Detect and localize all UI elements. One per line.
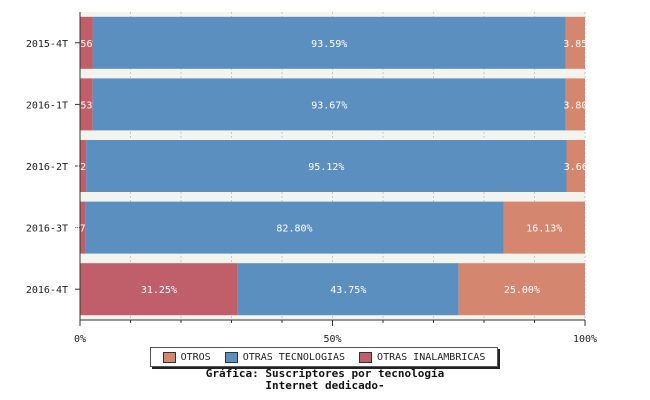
data-label: 3.80 <box>563 100 587 111</box>
data-label: 31.25% <box>141 285 177 296</box>
legend-swatch <box>224 351 238 363</box>
bar-segment <box>458 263 585 316</box>
legend-item: OTROS <box>162 351 211 363</box>
caption-line-1: Gráfica: Suscriptores por tecnología <box>205 367 445 380</box>
bar-segment <box>565 16 585 69</box>
x-tick-label: 50% <box>323 334 341 345</box>
category-label: 2016-3T <box>26 224 68 235</box>
bar-segment <box>566 140 585 192</box>
caption-line-2: Internet dedicado- <box>265 379 385 392</box>
data-label: 22% <box>74 162 92 173</box>
chart-caption: Gráfica: Suscriptores por tecnología Int… <box>0 368 650 392</box>
bar-segment <box>85 201 504 254</box>
legend-label: OTRAS TECNOLOGIAS <box>242 351 346 363</box>
legend-item: OTRAS TECNOLOGIAS <box>224 351 346 363</box>
x-tick-label: 100% <box>573 334 597 345</box>
data-label: .53% <box>74 100 98 111</box>
bar-segment <box>237 263 459 316</box>
data-label: 95.12% <box>308 162 344 173</box>
bar-segment <box>80 201 86 254</box>
legend-item: OTRAS INALAMBRICAS <box>359 351 486 363</box>
bar-segment <box>503 201 585 254</box>
chart-legend: OTROS OTRAS TECNOLOGIAS OTRAS INALAMBRICAS <box>150 347 498 367</box>
data-label: 3.85 <box>563 39 587 50</box>
data-label: 25.00% <box>504 285 540 296</box>
bar-segment <box>80 140 87 192</box>
bar-segment <box>92 78 566 131</box>
bar-segment <box>80 263 238 316</box>
data-label: 82.80% <box>276 224 312 235</box>
bar-segment <box>80 16 93 69</box>
data-label: 93.59% <box>311 39 347 50</box>
category-label: 2016-2T <box>26 162 68 173</box>
data-label: 3.66 <box>564 162 588 173</box>
data-label: 93.67% <box>311 100 347 111</box>
x-tick-label: 0% <box>74 334 86 345</box>
data-label: .56% <box>74 39 98 50</box>
data-label: 16.13% <box>526 224 562 235</box>
category-label: 2016-1T <box>26 100 68 111</box>
bar-segment <box>565 78 585 131</box>
category-label: 2015-4T <box>26 39 68 50</box>
chart-area: 2015-4T .56% 93.59% 3.85 2016-1T .53% 93.67% 3.… <box>26 12 597 345</box>
category-label: 2016-4T <box>26 285 68 296</box>
data-label: 43.75% <box>330 285 366 296</box>
bar-segment <box>92 16 566 69</box>
legend-swatch <box>359 351 373 363</box>
data-label: 07% <box>74 224 92 235</box>
legend-label: OTRAS INALAMBRICAS <box>377 351 486 363</box>
legend-swatch <box>162 351 176 363</box>
bar-segment <box>86 140 567 192</box>
legend-label: OTROS <box>180 351 211 363</box>
bar-segment <box>80 78 93 131</box>
